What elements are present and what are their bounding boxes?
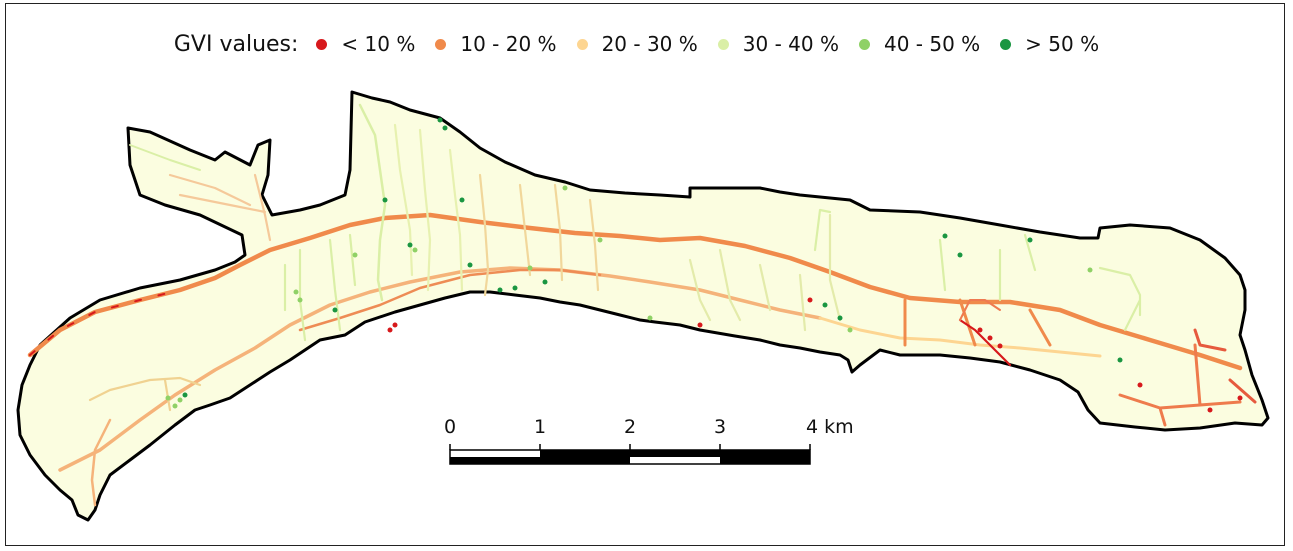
scale-segment-4 — [720, 450, 810, 464]
legend-item-20-30: 20 - 30 % — [576, 32, 698, 56]
legend-item-40-50: 40 - 50 % — [858, 32, 981, 56]
scale-tick-4: 4 km — [806, 416, 854, 438]
legend-swatch-gt50 — [1000, 38, 1012, 50]
scale-tick-3: 3 — [714, 416, 726, 438]
scale-segment-1 — [450, 457, 540, 464]
legend-swatch-lt10 — [316, 38, 328, 50]
legend-label-20-30: 20 - 30 % — [601, 32, 698, 56]
scale-segment-2b — [540, 457, 630, 464]
legend-item-lt10: < 10 % — [316, 32, 415, 56]
legend-item-gt50: > 50 % — [1000, 32, 1099, 56]
legend-label-gt50: > 50 % — [1025, 32, 1100, 56]
legend-item-10-20: 10 - 20 % — [435, 32, 557, 56]
legend: GVI values: < 10 % 10 - 20 % 20 - 30 % 3… — [0, 22, 1293, 66]
legend-swatch-30-40 — [717, 38, 729, 50]
scale-segment-2 — [540, 450, 630, 457]
legend-label-30-40: 30 - 40 % — [742, 32, 839, 56]
scale-tick-1: 1 — [534, 416, 546, 438]
legend-title: GVI values: — [173, 31, 299, 57]
scale-segment-3 — [630, 450, 720, 457]
legend-label-40-50: 40 - 50 % — [883, 32, 981, 56]
legend-item-30-40: 30 - 40 % — [717, 32, 839, 56]
scale-tick-2: 2 — [624, 416, 636, 438]
legend-swatch-10-20 — [435, 38, 447, 50]
scale-bar: 0 1 2 3 4 km — [444, 416, 854, 465]
legend-swatch-20-30 — [576, 38, 588, 50]
legend-swatch-40-50 — [858, 38, 870, 50]
road-network — [27, 103, 1257, 507]
gvi-points — [165, 117, 1243, 413]
study-area-boundary — [16, 90, 1270, 522]
legend-label-10-20: 10 - 20 % — [460, 32, 557, 56]
scale-tick-0: 0 — [444, 416, 456, 438]
legend-label-lt10: < 10 % — [341, 32, 416, 56]
